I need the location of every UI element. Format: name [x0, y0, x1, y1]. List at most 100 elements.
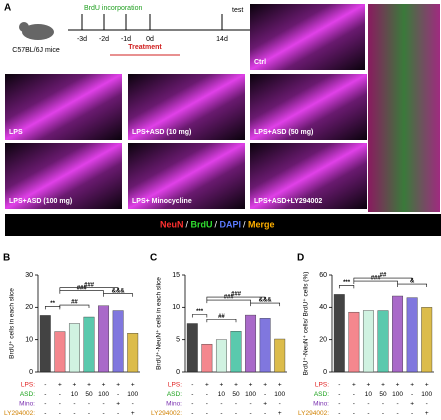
day-label: -1d [121, 36, 131, 43]
significance-bracket [206, 318, 237, 323]
significance-bracket [206, 296, 266, 301]
condition-cell: + [410, 382, 414, 389]
condition-cell: - [88, 401, 90, 408]
condition-cell: - [191, 401, 193, 408]
bar [333, 294, 345, 373]
bar [112, 310, 124, 373]
condition-cell: + [278, 382, 282, 389]
condition-cell: + [116, 401, 120, 408]
condition-label: LPS: [21, 382, 35, 389]
condition-cell: 10 [365, 391, 373, 398]
bar [274, 338, 286, 373]
bar [406, 297, 418, 373]
separator: / [186, 219, 189, 229]
significance-bracket [59, 290, 104, 294]
condition-cell: - [382, 401, 384, 408]
mouse-head [19, 22, 29, 32]
condition-cell: - [411, 391, 413, 398]
condition-label: LPS: [315, 382, 329, 389]
condition-cell: + [58, 382, 62, 389]
condition-cell: - [367, 401, 369, 408]
condition-cell: - [44, 410, 46, 417]
bar [421, 307, 433, 373]
condition-cell: 100 [245, 391, 256, 398]
condition-cell: - [338, 410, 340, 417]
condition-cell: - [279, 401, 281, 408]
condition-cell: + [425, 410, 429, 417]
condition-cell: - [102, 410, 104, 417]
micrograph [5, 74, 122, 140]
condition-cell: + [220, 382, 224, 389]
condition-cell: + [396, 382, 400, 389]
test-label: test [232, 7, 243, 14]
significance-label: ### [224, 295, 235, 301]
significance-bracket [338, 285, 355, 289]
bar [201, 343, 213, 373]
significance-bracket [353, 277, 413, 282]
condition-cell: 50 [232, 391, 240, 398]
y-tick-label: 20 [25, 304, 33, 311]
day-label: -3d [77, 36, 87, 43]
condition-cell: + [367, 382, 371, 389]
separator: / [243, 219, 246, 229]
condition-label: Mino: [313, 401, 329, 408]
bar [230, 331, 242, 373]
condition-cell: - [59, 391, 61, 398]
condition-cell: - [220, 410, 222, 417]
stain-label: Merge [248, 219, 275, 229]
image-label: LPS [9, 129, 23, 136]
condition-cell: 100 [392, 391, 403, 398]
mouse-strain: C57BL/6J mice [12, 47, 60, 54]
day-label: 14d [216, 36, 228, 43]
significance-label: ## [380, 273, 387, 279]
condition-cell: - [338, 382, 340, 389]
condition-cell: - [191, 391, 193, 398]
condition-cell: + [131, 382, 135, 389]
condition-cell: - [249, 410, 251, 417]
bar [186, 323, 198, 373]
y-tick-label: 5 [176, 337, 180, 344]
condition-label: LY294002: [4, 410, 35, 417]
condition-cell: - [59, 401, 61, 408]
condition-cell: - [88, 410, 90, 417]
condition-cell: 50 [379, 391, 387, 398]
image-label: Ctrl [254, 59, 266, 66]
condition-cell: 10 [71, 391, 79, 398]
separator: / [215, 219, 218, 229]
significance-bracket [397, 283, 428, 288]
y-tick-label: 20 [319, 337, 327, 344]
condition-cell: - [59, 410, 61, 417]
condition-cell: 100 [127, 391, 138, 398]
condition-cell: - [191, 382, 193, 389]
micrograph [250, 4, 365, 70]
condition-cell: - [117, 410, 119, 417]
bar [39, 315, 51, 373]
significance-label: ### [371, 276, 382, 282]
condition-cell: - [73, 410, 75, 417]
condition-cell: - [249, 401, 251, 408]
y-axis-label: BrdU⁺ cells in each slice [9, 288, 16, 359]
condition-cell: + [131, 410, 135, 417]
bar [54, 331, 66, 373]
y-tick-label: 0 [323, 369, 327, 376]
bar [348, 311, 360, 373]
significance-label: *** [196, 309, 204, 315]
bar [68, 323, 80, 373]
condition-cell: - [191, 410, 193, 417]
y-axis-label: BrdU⁺-NeuN⁺ cells in each slice [156, 277, 163, 370]
condition-label: Mino: [166, 401, 182, 408]
bar [98, 305, 110, 373]
condition-cell: - [411, 410, 413, 417]
merge-image [368, 4, 440, 212]
panel-label: D [297, 253, 304, 264]
condition-cell: - [73, 401, 75, 408]
condition-label: ASD: [20, 391, 35, 398]
significance-label: ## [71, 300, 78, 306]
condition-cell: + [278, 410, 282, 417]
condition-cell: - [353, 391, 355, 398]
condition-cell: 100 [98, 391, 109, 398]
significance-label: &&& [112, 288, 126, 294]
condition-cell: - [235, 401, 237, 408]
bar [392, 295, 404, 373]
y-tick-label: 10 [25, 337, 33, 344]
